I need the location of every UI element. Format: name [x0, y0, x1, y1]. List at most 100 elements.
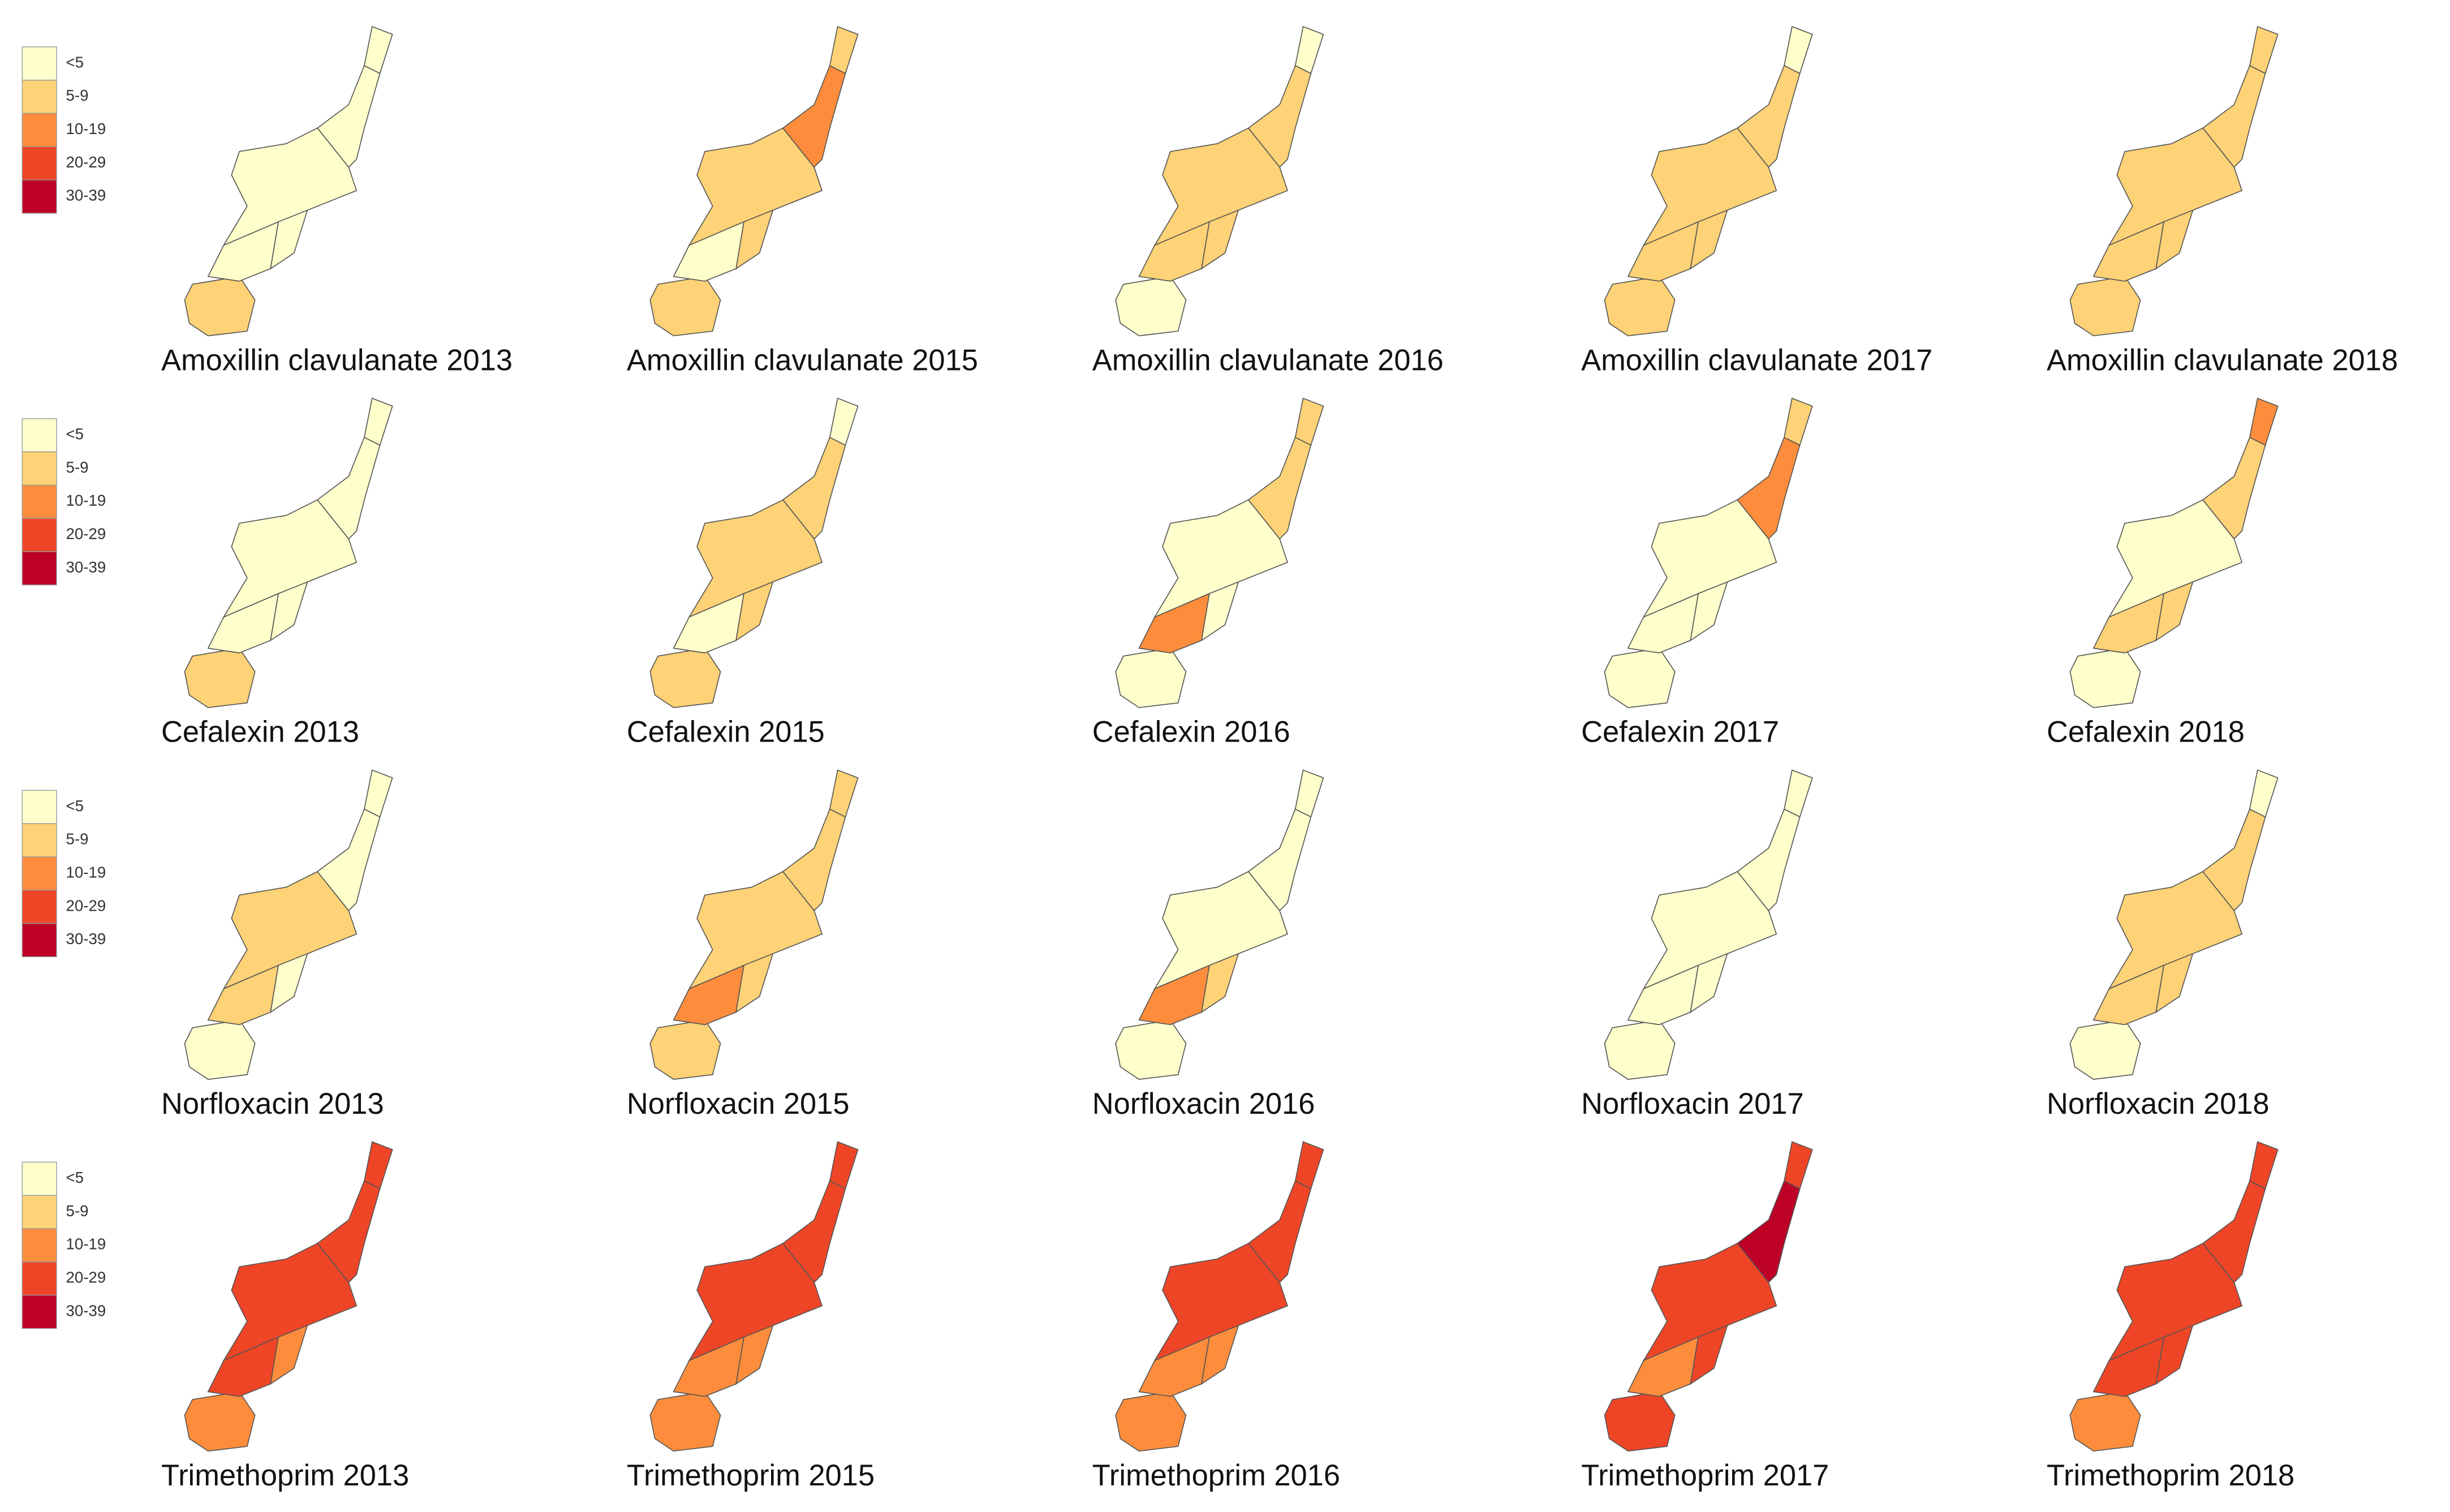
legend-label: 20-29	[66, 153, 106, 171]
legend-swatch	[21, 146, 57, 180]
region	[1153, 499, 1288, 618]
legend-swatch	[21, 551, 57, 585]
region	[649, 648, 721, 708]
region	[316, 808, 381, 912]
legend-swatch	[21, 823, 57, 858]
region	[688, 1243, 823, 1362]
region	[2202, 1180, 2266, 1283]
map-title: Amoxillin clavulanate 2013	[161, 344, 513, 377]
region	[316, 1180, 381, 1283]
legend-label: 5-9	[66, 830, 89, 848]
region	[1737, 437, 1801, 540]
region	[1642, 871, 1777, 990]
region	[316, 437, 381, 540]
region	[1604, 1391, 1676, 1452]
region	[1294, 398, 1324, 446]
region	[1604, 1019, 1676, 1080]
legend-swatch	[21, 484, 57, 519]
region	[1153, 127, 1288, 247]
choropleth-map	[649, 1141, 859, 1452]
legend-label: 10-19	[66, 120, 106, 137]
region	[688, 499, 823, 618]
region	[184, 1019, 256, 1080]
choropleth-map	[649, 398, 859, 708]
map-title: Norfloxacin 2013	[161, 1088, 384, 1121]
legend-swatch	[21, 1228, 57, 1263]
region	[1247, 64, 1312, 168]
map-title: Trimethoprim 2015	[627, 1459, 875, 1492]
legend-label: 20-29	[66, 525, 106, 542]
region	[1247, 808, 1312, 912]
region	[2249, 398, 2279, 446]
region	[1247, 1180, 1312, 1283]
map-title: Amoxillin clavulanate 2018	[2047, 344, 2398, 377]
map-title: Cefalexin 2015	[627, 716, 825, 749]
choropleth-map	[184, 769, 393, 1080]
map-title: Norfloxacin 2017	[1581, 1088, 1804, 1121]
region	[2249, 25, 2279, 74]
choropleth-map	[649, 25, 859, 337]
region	[688, 871, 823, 990]
map-title: Norfloxacin 2016	[1092, 1088, 1315, 1121]
legend-swatch	[21, 923, 57, 958]
region	[649, 275, 721, 337]
region	[1784, 25, 1813, 74]
choropleth-map	[1604, 398, 1813, 708]
region	[222, 1243, 358, 1362]
legend: <5 5-9 10-19 20-29 30-39	[21, 418, 106, 585]
region	[364, 769, 393, 818]
region	[829, 25, 859, 74]
region	[782, 64, 846, 168]
legend-label: 10-19	[66, 863, 106, 881]
choropleth-map	[1115, 398, 1324, 708]
region	[649, 1391, 721, 1452]
legend-swatch	[21, 518, 57, 553]
map-title: Amoxillin clavulanate 2017	[1581, 344, 1932, 377]
legend-swatch	[21, 1161, 57, 1196]
map-title: Trimethoprim 2016	[1092, 1459, 1340, 1492]
region	[1115, 1019, 1187, 1080]
legend-swatch	[21, 46, 57, 81]
map-title: Cefalexin 2017	[1581, 716, 1779, 749]
map-title: Trimethoprim 2013	[161, 1459, 409, 1492]
legend-swatch	[21, 1295, 57, 1329]
region	[184, 1391, 256, 1452]
region	[364, 25, 393, 74]
legend-swatch	[21, 1195, 57, 1229]
region	[782, 437, 846, 540]
map-title: Amoxillin clavulanate 2016	[1092, 344, 1444, 377]
legend-label: 20-29	[66, 897, 106, 914]
choropleth-map	[1604, 769, 1813, 1080]
legend-label: 5-9	[66, 1202, 89, 1220]
legend-label: 10-19	[66, 492, 106, 509]
legend-swatch	[21, 179, 57, 214]
region	[1604, 648, 1676, 708]
legend-swatch	[21, 1261, 57, 1296]
region	[1153, 871, 1288, 990]
choropleth-map	[184, 25, 393, 337]
region	[649, 1019, 721, 1080]
region	[2069, 1019, 2141, 1080]
choropleth-map	[1604, 1141, 1813, 1452]
region	[2069, 648, 2141, 708]
region	[1642, 499, 1777, 618]
region	[316, 64, 381, 168]
region	[1642, 1243, 1777, 1362]
map-title: Cefalexin 2018	[2047, 716, 2245, 749]
choropleth-map	[2069, 769, 2279, 1080]
region	[782, 808, 846, 912]
legend-swatch	[21, 79, 57, 114]
region	[364, 1141, 393, 1190]
region	[2202, 808, 2266, 912]
legend-swatch	[21, 856, 57, 891]
legend-label: 30-39	[66, 558, 106, 576]
map-title: Trimethoprim 2018	[2047, 1459, 2294, 1492]
choropleth-map	[184, 1141, 393, 1452]
region	[1642, 127, 1777, 247]
region	[1115, 648, 1187, 708]
region	[2202, 64, 2266, 168]
legend: <5 5-9 10-19 20-29 30-39	[21, 46, 106, 214]
legend: <5 5-9 10-19 20-29 30-39	[21, 790, 106, 958]
legend-label: 20-29	[66, 1268, 106, 1286]
